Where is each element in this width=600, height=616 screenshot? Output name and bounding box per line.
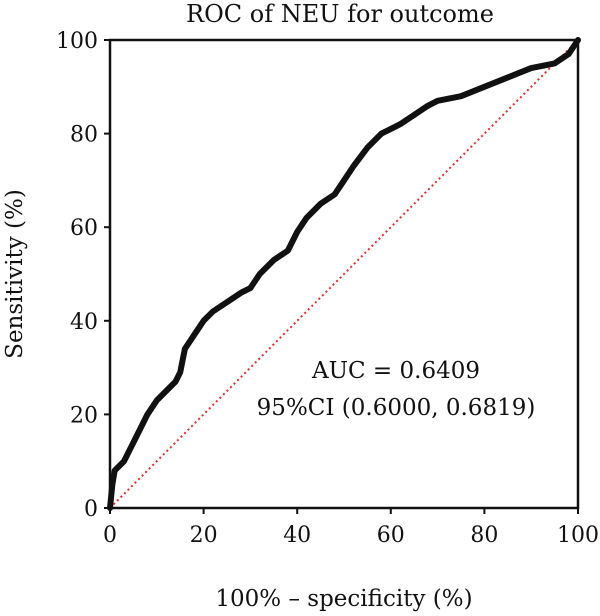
y-tick-label: 100 [56, 29, 98, 54]
x-tick-label: 100 [557, 523, 599, 548]
chart-title: ROC of NEU for outcome [186, 0, 494, 28]
x-tick-label: 80 [470, 523, 498, 548]
x-tick-label: 40 [283, 523, 311, 548]
x-tick-label: 20 [190, 523, 218, 548]
plot-frame [108, 38, 580, 510]
reference-diagonal-line [109, 39, 579, 509]
ci-annotation: 95%CI (0.6000, 0.6819) [257, 395, 536, 421]
auc-annotation: AUC = 0.6409 [311, 358, 480, 384]
y-axis-title: Sensitivity (%) [2, 189, 28, 359]
x-tick-label: 60 [377, 523, 405, 548]
x-tick-label: 0 [103, 523, 117, 548]
x-axis-title: 100% – specificity (%) [215, 586, 472, 612]
roc-curve-line [107, 37, 581, 511]
y-tick-label: 60 [70, 216, 98, 241]
y-tick-label: 0 [84, 497, 98, 522]
y-tick-label: 80 [70, 123, 98, 148]
y-tick-label: 40 [70, 310, 98, 335]
y-tick-label: 20 [70, 403, 98, 428]
